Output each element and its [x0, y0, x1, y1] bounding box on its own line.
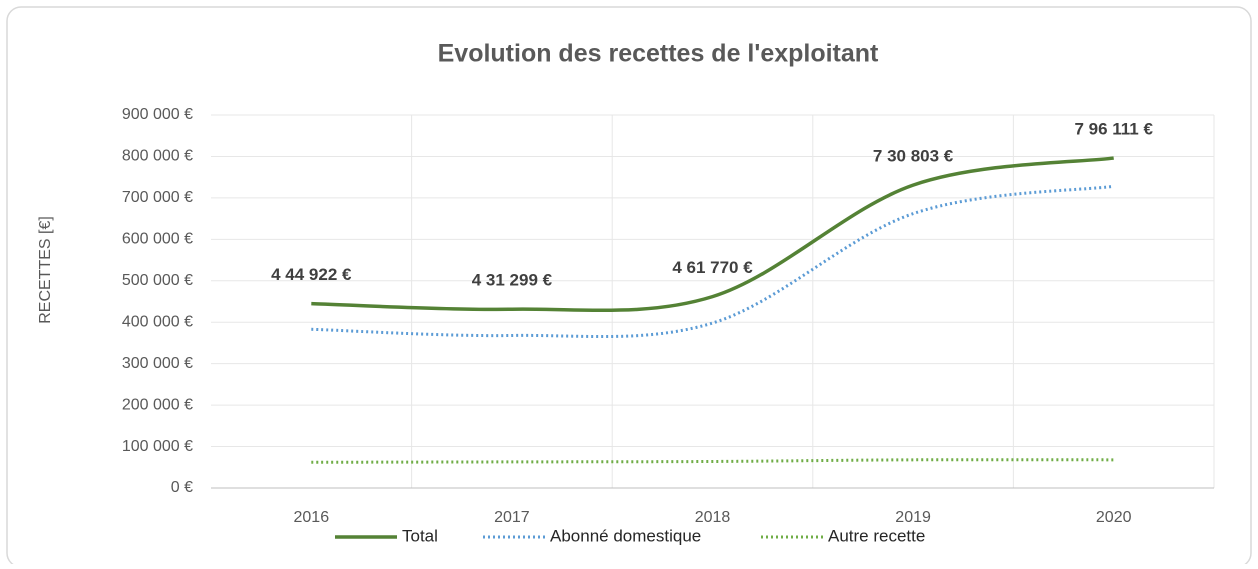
y-tick-label: 400 000 € [122, 313, 193, 330]
legend-label: Autre recette [828, 526, 925, 545]
data-label: 4 31 299 € [472, 271, 553, 290]
legend-label: Abonné domestique [550, 526, 701, 545]
data-label: 4 61 770 € [672, 258, 753, 277]
y-tick-label: 600 000 € [122, 231, 193, 248]
data-label: 4 44 922 € [271, 265, 352, 284]
data-label: 7 96 111 € [1074, 120, 1153, 139]
legend-label: Total [402, 526, 438, 545]
y-axis-title: RECETTES [€] [37, 216, 54, 324]
y-tick-label: 800 000 € [122, 148, 193, 165]
x-tick-label: 2020 [1096, 509, 1132, 526]
x-tick-label: 2017 [494, 509, 530, 526]
series-line [311, 458, 1114, 464]
y-tick-label: 300 000 € [122, 355, 193, 372]
y-tick-label: 700 000 € [122, 189, 193, 206]
y-tick-label: 500 000 € [122, 272, 193, 289]
chart-title: Evolution des recettes de l'exploitant [438, 40, 879, 68]
y-tick-label: 0 € [171, 479, 193, 496]
y-tick-label: 900 000 € [122, 106, 193, 123]
x-tick-label: 2016 [294, 509, 330, 526]
series-line [311, 156, 1114, 313]
chart-frame [6, 6, 1252, 568]
y-tick-label: 200 000 € [122, 396, 193, 413]
x-tick-label: 2018 [695, 509, 731, 526]
x-tick-label: 2019 [895, 509, 931, 526]
y-tick-label: 100 000 € [122, 438, 193, 455]
data-label: 7 30 803 € [873, 147, 954, 166]
